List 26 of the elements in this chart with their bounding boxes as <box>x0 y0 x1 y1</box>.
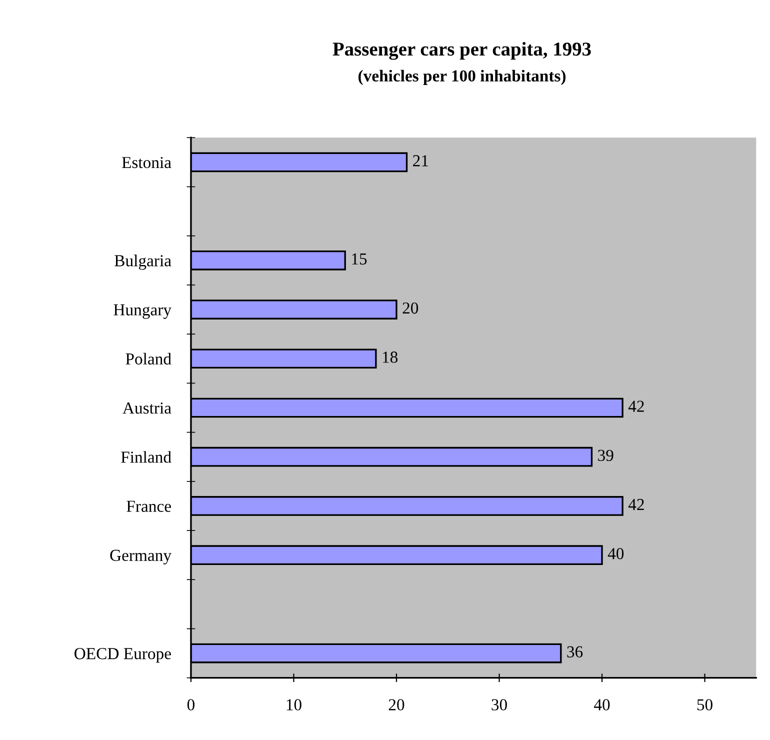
x-tick-label: 50 <box>697 699 712 710</box>
data-label: 18 <box>382 352 398 363</box>
y-tick-label: Germany <box>110 550 172 564</box>
y-tick-label: Finland <box>121 451 172 463</box>
x-tick-label: 0 <box>187 699 194 710</box>
chart-subtitle: (vehicles per 100 inhabitants) <box>358 70 566 85</box>
y-tick-label: OECD Europe <box>74 648 171 663</box>
x-tick-label: 30 <box>492 699 507 710</box>
data-label: 21 <box>413 155 428 166</box>
data-label: 20 <box>402 302 418 314</box>
y-tick-label: Hungary <box>114 304 172 319</box>
data-label: 40 <box>608 548 624 560</box>
x-tick-label: 20 <box>388 699 404 710</box>
chart-title: Passenger cars per capita, 1993 <box>332 42 591 60</box>
x-tick-label: 10 <box>286 699 302 710</box>
data-label: 36 <box>567 646 583 658</box>
y-tick-label: Estonia <box>122 156 172 168</box>
y-tick-label: France <box>126 500 171 512</box>
y-tick-label: Bulgaria <box>114 254 172 270</box>
data-label: 39 <box>598 450 614 462</box>
y-tick-label: Austria <box>122 402 172 414</box>
data-label: 42 <box>628 498 644 510</box>
y-tick-label: Poland <box>126 352 172 365</box>
data-label: 15 <box>352 253 367 265</box>
data-label: 42 <box>628 400 644 412</box>
x-tick-label: 40 <box>594 699 610 710</box>
